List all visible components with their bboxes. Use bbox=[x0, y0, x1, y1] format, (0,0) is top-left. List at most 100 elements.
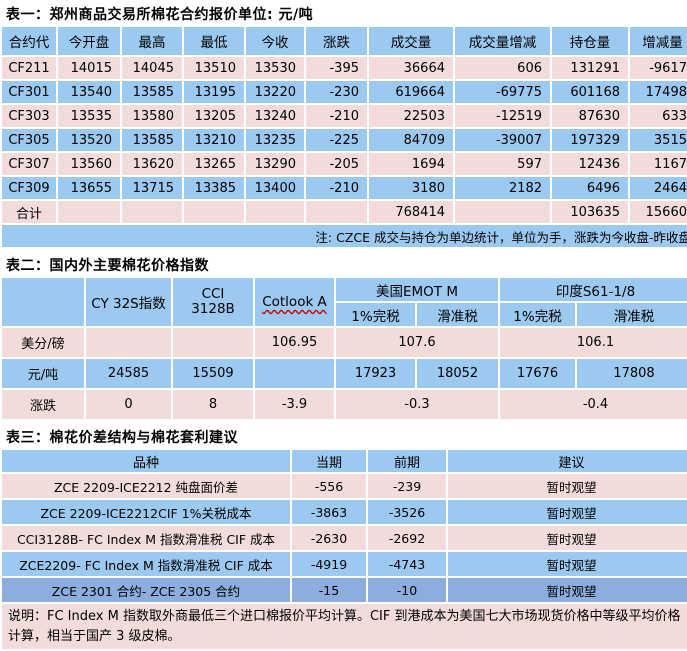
cell-value: 8 bbox=[173, 390, 253, 419]
table2-header-row-top: CY 32S指数 CCI 3128B Cotlook A 美国EMOT M 印度… bbox=[2, 278, 687, 326]
cell-value: -225 bbox=[306, 129, 367, 151]
cell-value: 13535 bbox=[58, 105, 120, 127]
cell-value: 18052 bbox=[417, 359, 498, 388]
cell-value: 6496 bbox=[552, 177, 628, 199]
table3-row: ZCE 2209-ICE2212 纯盘面价差 -556 -239 暂时观望 bbox=[2, 474, 687, 498]
col-header-cotlook-a: Cotlook A bbox=[255, 278, 334, 326]
col-header-open-interest: 持仓量 bbox=[552, 27, 628, 55]
cell-value: 12436 bbox=[552, 153, 628, 175]
cell-value: 107.6 bbox=[336, 328, 498, 357]
col-header-change: 涨跌 bbox=[306, 27, 367, 55]
cell-value: -230 bbox=[306, 81, 367, 103]
previous-value: -4743 bbox=[368, 552, 446, 576]
col-header-in-sliding-tax: 滑准税 bbox=[577, 303, 687, 326]
cell-value: 106.1 bbox=[500, 328, 687, 357]
spread-name: CCI3128B- FC Index M 指数滑准税 CIF 成本 bbox=[2, 526, 290, 550]
cell-value: -12519 bbox=[455, 105, 550, 127]
table2-row: 涨跌 0 8 -3.9 -0.3 -0.4 bbox=[2, 390, 687, 419]
cell-value: 13510 bbox=[184, 57, 244, 79]
col-header-advice: 建议 bbox=[448, 450, 687, 472]
cell-value: -69775 bbox=[455, 81, 550, 103]
col-header-previous: 前期 bbox=[368, 450, 446, 472]
table2-header-row-sub: 1%完税 滑准税 1%完税 滑准税 bbox=[2, 303, 687, 326]
table3-note-row: 说明：FC Index M 指数取外商最低三个进口棉报价平均计算。CIF 到港成… bbox=[2, 604, 687, 649]
table2-row: 元/吨 24585 15509 17923 18052 17676 17808 bbox=[2, 359, 687, 388]
cell-value: 17498 bbox=[630, 81, 687, 103]
table2-title: 表二：国内外主要棉花价格指数 bbox=[6, 258, 209, 274]
advice-value: 暂时观望 bbox=[448, 578, 687, 602]
cell-value: 13580 bbox=[122, 105, 182, 127]
table1-row: CF309 13655 13715 13385 13400 -210 3180 2182 649… bbox=[2, 177, 687, 199]
cell-value: 768414 bbox=[369, 201, 453, 223]
cell-value: 13290 bbox=[246, 153, 304, 175]
table1-title: 表一：郑州商品交易所棉花合约报价单位: 元/吨 bbox=[6, 7, 314, 23]
cell-value: -39007 bbox=[455, 129, 550, 151]
table3-header-row: 品种 当期 前期 建议 bbox=[2, 450, 687, 472]
cell-value: 197329 bbox=[552, 129, 628, 151]
table3-row: ZCE2209- FC Index M 指数滑准税 CIF 成本 -4919 -47… bbox=[2, 552, 687, 576]
current-value: -556 bbox=[292, 474, 366, 498]
table1-note-row: 注: CZCE 成交与持仓为单边统计，单位为手，涨跌为今收盘-昨收盘 bbox=[2, 225, 687, 247]
table3-row: ZCE 2301 合约- ZCE 2305 合约 -15 -10 暂时观望 bbox=[2, 578, 687, 602]
cell-value: 2464 bbox=[630, 177, 687, 199]
cell-value: 1167 bbox=[630, 153, 687, 175]
col-header-close: 今收 bbox=[246, 27, 304, 55]
contract-code: 合计 bbox=[2, 201, 56, 223]
cell-value: 13520 bbox=[58, 129, 120, 151]
cell-value: 13220 bbox=[246, 81, 304, 103]
current-value: -3863 bbox=[292, 500, 366, 524]
cell-value: 0 bbox=[86, 390, 171, 419]
cell-value: 22503 bbox=[369, 105, 453, 127]
cell-value bbox=[306, 201, 367, 223]
contract-code: CF211 bbox=[2, 57, 56, 79]
cell-value: 131291 bbox=[552, 57, 628, 79]
advice-value: 暂时观望 bbox=[448, 474, 687, 498]
cell-value: -9617 bbox=[630, 57, 687, 79]
table1-grid: 合约代 今开盘 最高 最低 今收 涨跌 成交量 成交量增减 持仓量 增减量 CF… bbox=[0, 25, 687, 249]
contract-code: CF309 bbox=[2, 177, 56, 199]
cell-value bbox=[184, 201, 244, 223]
cell-value: 13265 bbox=[184, 153, 244, 175]
cell-value: 633 bbox=[630, 105, 687, 127]
cell-value bbox=[173, 328, 253, 357]
col-header-volume: 成交量 bbox=[369, 27, 453, 55]
table2-grid: CY 32S指数 CCI 3128B Cotlook A 美国EMOT M 印度… bbox=[0, 276, 687, 421]
col-header-cci3128b: CCI 3128B bbox=[173, 278, 253, 326]
cell-value bbox=[86, 328, 171, 357]
previous-value: -3526 bbox=[368, 500, 446, 524]
col-header-open: 今开盘 bbox=[58, 27, 120, 55]
cell-value: 24585 bbox=[86, 359, 171, 388]
table3-grid: 品种 当期 前期 建议 ZCE 2209-ICE2212 纯盘面价差 -556 -2… bbox=[0, 448, 687, 651]
current-value: -15 bbox=[292, 578, 366, 602]
col-header-oi-change: 增减量 bbox=[630, 27, 687, 55]
previous-value: -239 bbox=[368, 474, 446, 498]
table1-row: CF211 14015 14045 13510 13530 -395 36664 606 131… bbox=[2, 57, 687, 79]
table1-row: CF303 13535 13580 13205 13240 -210 22503 -12519… bbox=[2, 105, 687, 127]
table3-title: 表三：棉花价差结构与棉花套利建议 bbox=[6, 430, 238, 446]
cell-value: 36664 bbox=[369, 57, 453, 79]
cell-value: 601168 bbox=[552, 81, 628, 103]
table3-body: ZCE 2209-ICE2212 纯盘面价差 -556 -239 暂时观望 ZCE 22… bbox=[2, 474, 687, 602]
cell-value bbox=[246, 201, 304, 223]
cell-value: -205 bbox=[306, 153, 367, 175]
cell-value bbox=[122, 201, 182, 223]
table1-row: CF305 13520 13585 13210 13235 -225 84709 -39007… bbox=[2, 129, 687, 151]
current-value: -2630 bbox=[292, 526, 366, 550]
col-header-contract: 合约代 bbox=[2, 27, 56, 55]
advice-value: 暂时观望 bbox=[448, 526, 687, 550]
cell-value: 106.95 bbox=[255, 328, 334, 357]
table1-header-row: 合约代 今开盘 最高 最低 今收 涨跌 成交量 成交量增减 持仓量 增减量 bbox=[2, 27, 687, 55]
cell-value: 13715 bbox=[122, 177, 182, 199]
col-header-us-1pct-tax: 1%完税 bbox=[336, 303, 415, 326]
cell-value: -3.9 bbox=[255, 390, 334, 419]
spread-name: ZCE 2209-ICE2212CIF 1%关税成本 bbox=[2, 500, 290, 524]
cell-value: 15509 bbox=[173, 359, 253, 388]
cell-value: 13205 bbox=[184, 105, 244, 127]
spread-name: ZCE 2301 合约- ZCE 2305 合约 bbox=[2, 578, 290, 602]
row-label: 涨跌 bbox=[2, 390, 84, 419]
cell-value: 14045 bbox=[122, 57, 182, 79]
cell-value: -0.3 bbox=[336, 390, 498, 419]
cell-value: 13235 bbox=[246, 129, 304, 151]
col-group-us-emot-m: 美国EMOT M bbox=[336, 278, 498, 301]
row-label: 美分/磅 bbox=[2, 328, 84, 357]
